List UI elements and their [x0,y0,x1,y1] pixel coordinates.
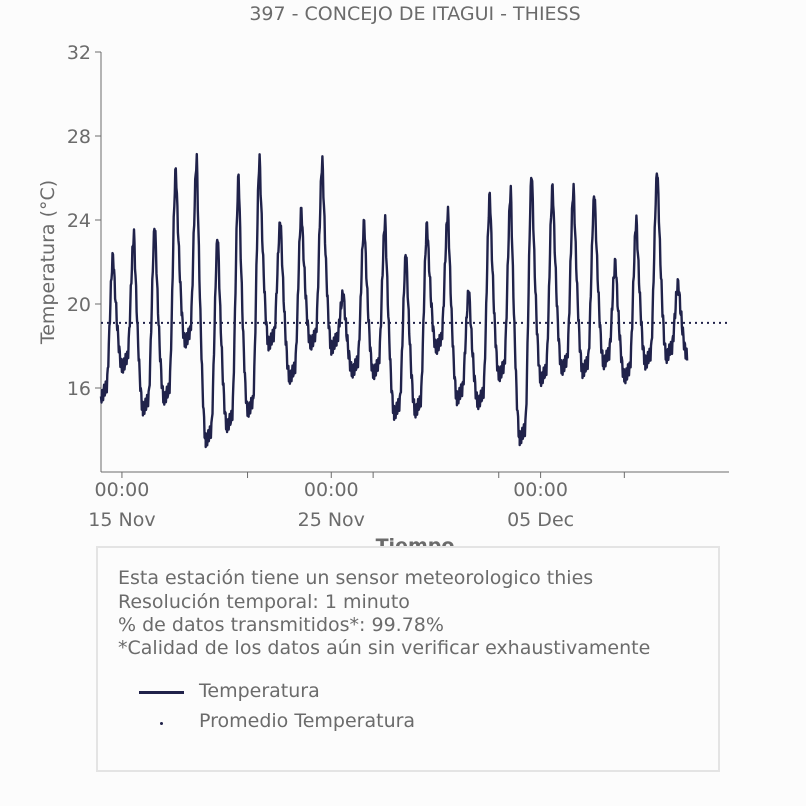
x-tick-time-label: 00:00 [95,479,150,501]
legend-temperatura-label: Temperatura [199,680,320,702]
legend-promedio-dot-icon [160,722,163,725]
y-tick-label: 28 [67,126,91,148]
info-sensor-text: Esta estación tiene un sensor meteorolog… [118,567,594,589]
x-tick-time-label: 00:00 [304,479,359,501]
y-axis-label: Temperatura (°C) [37,180,59,345]
x-tick-date-label: 05 Dec [507,509,574,531]
x-tick-date-label: 25 Nov [298,509,365,531]
info-box: Esta estación tiene un sensor meteorolog… [96,546,720,772]
series-layer [99,152,729,449]
info-transmitted-text: % de datos transmitidos*: 99.78% [118,614,444,636]
info-resolution-text: Resolución temporal: 1 minuto [118,591,410,613]
x-tick-time-label: 00:00 [513,479,568,501]
temperatura-series-line [99,152,689,449]
info-quality-note: *Calidad de los datos aún sin verificar … [118,637,651,659]
legend-promedio-label: Promedio Temperatura [199,710,416,732]
y-tick-label: 24 [67,210,91,232]
axis-ticks: 16 20 24 28 32 00:00 15 Nov 00:00 25 Nov 00:00 05 … [67,42,625,531]
x-tick-date-label: 15 Nov [88,509,155,531]
y-tick-label: 32 [67,42,91,64]
y-tick-label: 20 [67,294,91,316]
chart-title: 397 - CONCEJO DE ITAGUI - THIESS [249,3,580,25]
y-tick-label: 16 [67,378,91,400]
legend-temperatura-line-icon [139,691,184,694]
